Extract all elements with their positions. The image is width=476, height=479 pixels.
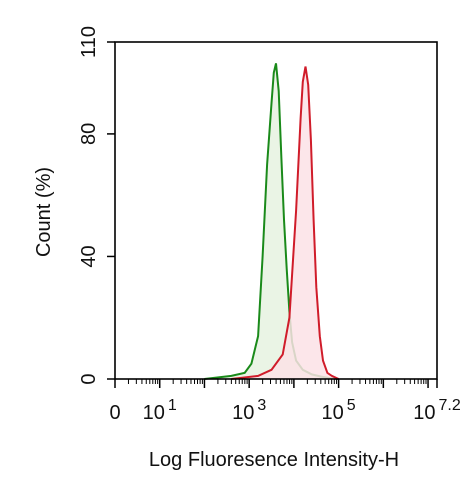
y-tick-label: 80: [78, 123, 100, 145]
x-tick-label: 0: [109, 402, 120, 424]
x-axis-label: Log Fluoresence Intensity-H: [149, 449, 399, 471]
x-tick-label: 10 5: [322, 397, 356, 424]
series-layer: [204, 63, 340, 380]
x-axis: [114, 379, 438, 388]
x-tick-label: 10 1: [143, 397, 177, 424]
series-1-area: [204, 63, 339, 380]
series-2-line: [231, 66, 340, 380]
y-tick-label: 40: [78, 245, 100, 267]
x-tick-labels: 0 10 1 10 3 10 5 10 7.2: [109, 397, 460, 424]
series-2-area: [231, 66, 339, 379]
y-axis: 0 40 80 110: [78, 26, 115, 385]
x-tick-label: 10 3: [232, 397, 266, 424]
y-axis-label: Count (%): [33, 167, 55, 257]
x-tick-label: 10 7.2: [413, 397, 461, 424]
y-tick-label: 110: [78, 26, 100, 58]
y-tick-label: 0: [78, 373, 100, 384]
